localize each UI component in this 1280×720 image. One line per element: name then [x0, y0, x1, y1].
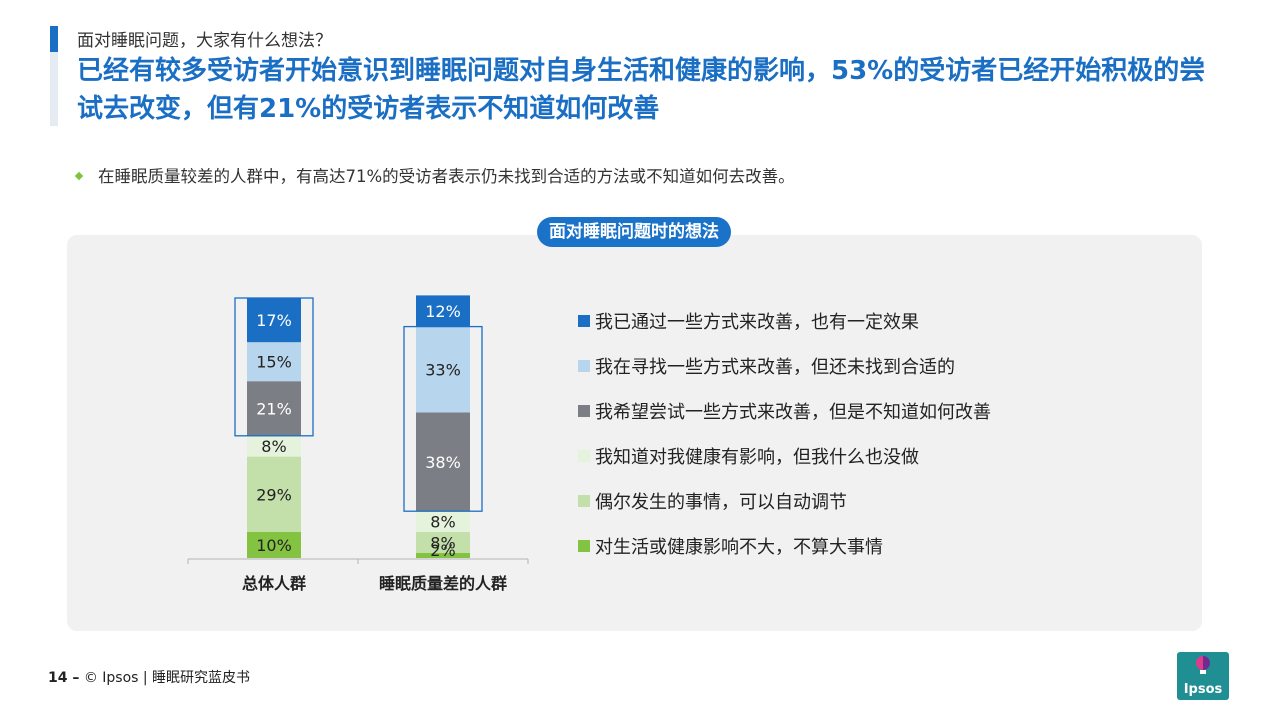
- legend-swatch: [578, 449, 590, 462]
- key-finding-text: 在睡眠质量较差的人群中，有高达71%的受访者表示仍未找到合适的方法或不知道如何去…: [98, 167, 795, 186]
- title-accent-bar: [50, 26, 58, 126]
- bar-segment: [247, 342, 301, 382]
- bar-data-label: 12%: [425, 302, 461, 321]
- bar-data-label: 10%: [256, 536, 292, 555]
- bar-segment: [416, 326, 470, 413]
- bar-segment: [247, 381, 301, 436]
- legend-label: 偶尔发生的事情，可以自动调节: [595, 491, 847, 513]
- bar-segment: [247, 456, 301, 532]
- ipsos-logo: Ipsos: [1177, 652, 1229, 700]
- legend-label: 我希望尝试一些方式来改善，但是不知道如何改善: [595, 401, 991, 423]
- bar-segment: [416, 552, 470, 558]
- legend-item: 我在寻找一些方式来改善，但还未找到合适的: [578, 343, 991, 388]
- legend-item: 我知道对我健康有影响，但我什么也没做: [578, 433, 991, 478]
- bar-segment: [247, 298, 301, 343]
- bar-data-label: 15%: [256, 353, 292, 372]
- legend-swatch: [578, 539, 590, 552]
- legend-label: 我已通过一些方式来改善，也有一定效果: [595, 311, 919, 333]
- bar-data-label: 33%: [425, 361, 461, 380]
- legend-label: 我在寻找一些方式来改善，但还未找到合适的: [595, 356, 955, 378]
- bar-segment: [416, 412, 470, 512]
- legend-item: 我希望尝试一些方式来改善，但是不知道如何改善: [578, 388, 991, 433]
- bar-segment: [247, 435, 301, 457]
- legend-item: 偶尔发生的事情，可以自动调节: [578, 478, 991, 523]
- bar-segment: [416, 532, 470, 553]
- bar-segment: [416, 295, 470, 327]
- bullet-diamond-icon: [74, 171, 84, 180]
- key-finding-bullet: 在睡眠质量较差的人群中，有高达71%的受访者表示仍未找到合适的方法或不知道如何去…: [74, 163, 795, 187]
- ipsos-mark-icon: [1196, 656, 1210, 674]
- bar-data-label: 2%: [430, 541, 455, 560]
- legend-label: 我知道对我健康有影响，但我什么也没做: [595, 446, 919, 468]
- bar-segment: [247, 532, 301, 558]
- legend-swatch: [578, 404, 590, 417]
- footer-copyright: © Ipsos | 睡眠研究蓝皮书: [83, 670, 251, 686]
- bar-data-label: 38%: [425, 453, 461, 472]
- chart-panel-title: 面对睡眠问题时的想法: [537, 217, 731, 247]
- category-label: 睡眠质量差的人群: [379, 574, 507, 593]
- highlight-box: [234, 297, 314, 437]
- bar-data-label: 17%: [256, 311, 292, 330]
- legend-swatch: [578, 359, 590, 372]
- legend-label: 对生活或健康影响不大，不算大事情: [595, 536, 883, 558]
- bar-data-label: 21%: [256, 400, 292, 419]
- page-headline: 已经有较多受访者开始意识到睡眠问题对自身生活和健康的影响，53%的受访者已经开始…: [77, 56, 1206, 124]
- stacked-bar-chart: 17%15%21%8%29%10%总体人群12%33%38%8%8%2%睡眠质量…: [187, 295, 529, 593]
- bar-data-label: 8%: [430, 513, 455, 532]
- page-footer: 14 – © Ipsos | 睡眠研究蓝皮书: [48, 667, 250, 687]
- legend-swatch: [578, 314, 590, 327]
- logo-word: Ipsos: [1183, 682, 1223, 697]
- legend-item: 我已通过一些方式来改善，也有一定效果: [578, 298, 991, 343]
- section-question: 面对睡眠问题，大家有什么想法？: [77, 31, 332, 51]
- bar-segment: [416, 511, 470, 532]
- category-label: 总体人群: [242, 574, 306, 593]
- highlight-box: [403, 325, 483, 512]
- legend-swatch: [578, 494, 590, 507]
- legend-item: 对生活或健康影响不大，不算大事情: [578, 523, 991, 568]
- bar-data-label: 8%: [430, 533, 455, 552]
- page-number: 14 –: [48, 670, 80, 686]
- bar-data-label: 29%: [256, 485, 292, 504]
- chart-legend: 我已通过一些方式来改善，也有一定效果我在寻找一些方式来改善，但还未找到合适的我希…: [578, 298, 991, 568]
- bar-data-label: 8%: [261, 437, 286, 456]
